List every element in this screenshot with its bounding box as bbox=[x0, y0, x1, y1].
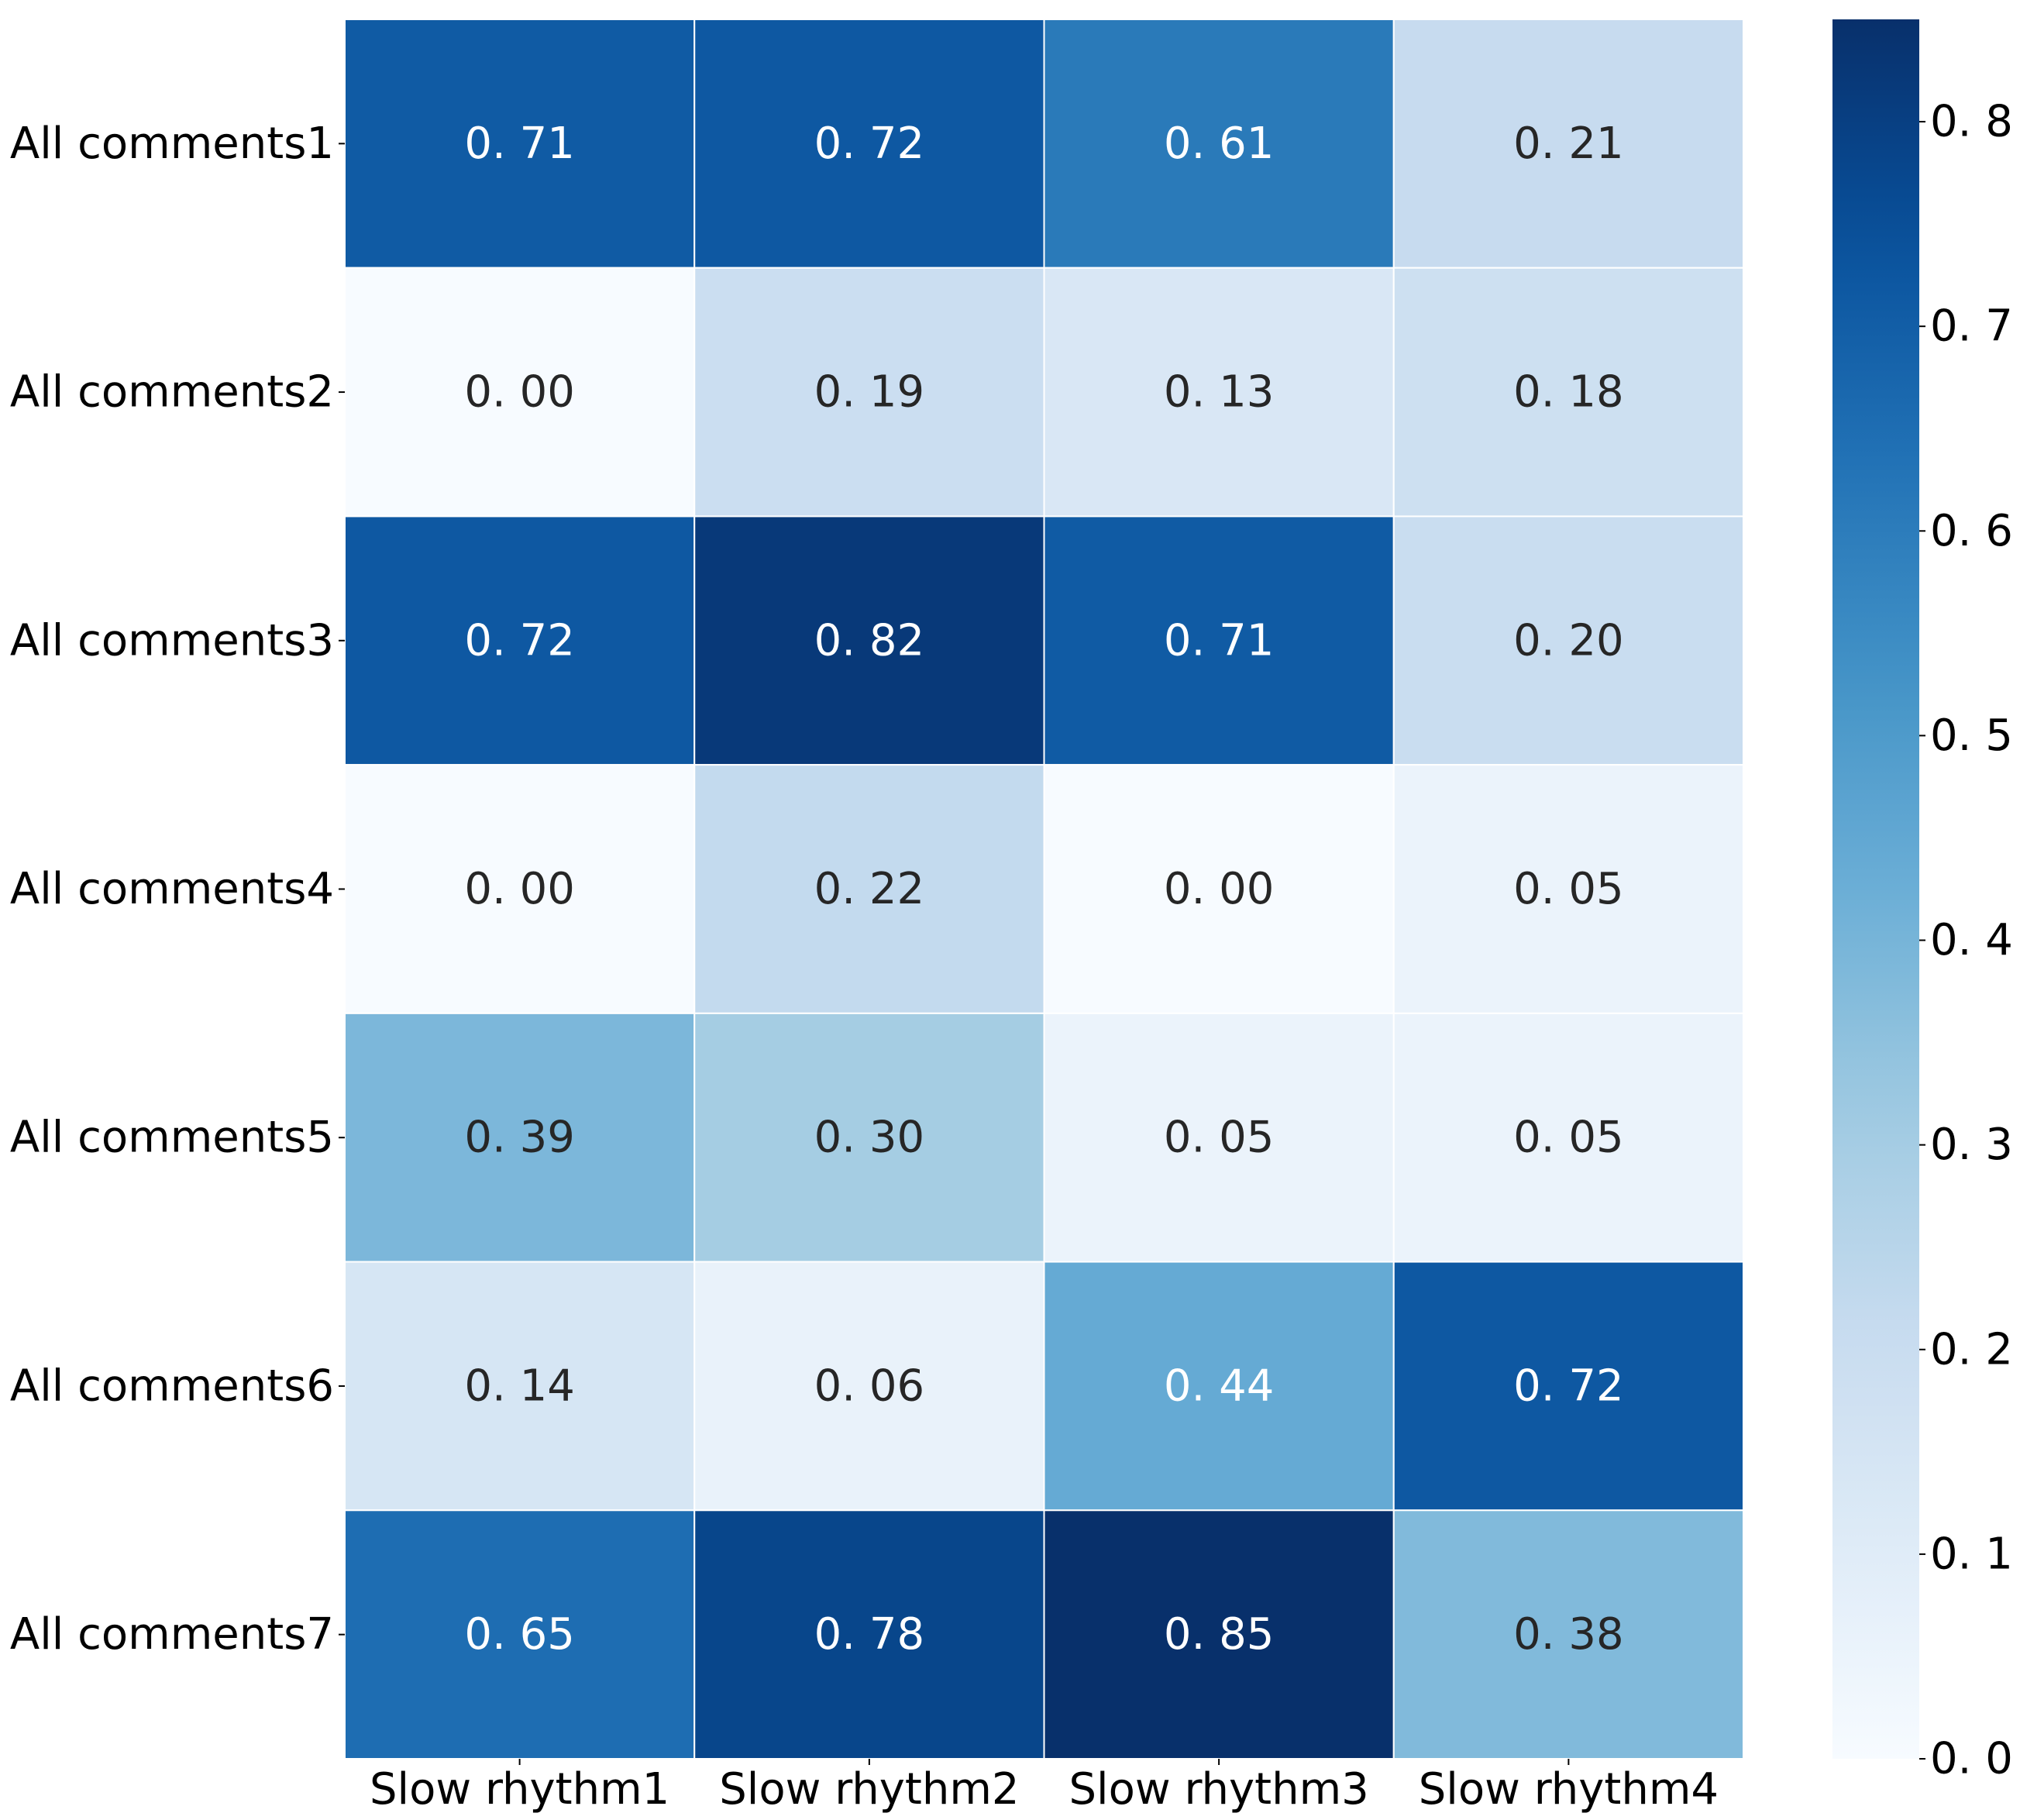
cell-value-label: 0. 00 bbox=[1164, 864, 1275, 914]
heatmap-cell-r4-c4 bbox=[1392, 764, 1744, 1014]
cell-value-label: 0. 78 bbox=[814, 1609, 925, 1660]
colorbar-tick-label: 0. 5 bbox=[1930, 710, 2013, 761]
cell-value-label: 0. 39 bbox=[464, 1113, 575, 1163]
cell-value-label: 0. 71 bbox=[464, 119, 575, 169]
heatmap-cell-r2-c4 bbox=[1392, 267, 1744, 518]
row-label: All comments4 bbox=[10, 864, 334, 914]
heatmap-cell-r3-c4 bbox=[1392, 515, 1744, 766]
heatmap-cell-r2-c3 bbox=[1043, 267, 1395, 518]
colorbar-tick-label: 0. 2 bbox=[1930, 1324, 2013, 1374]
colorbar-tick-label: 0. 7 bbox=[1930, 301, 2013, 352]
cell-value-label: 0. 13 bbox=[1164, 367, 1275, 418]
heatmap-cell-r1-c4 bbox=[1392, 19, 1744, 269]
cell-value-label: 0. 14 bbox=[464, 1361, 575, 1411]
heatmap-cell-r1-c2 bbox=[693, 19, 1045, 269]
cell-value-label: 0. 06 bbox=[814, 1361, 925, 1411]
cell-value-label: 0. 72 bbox=[814, 119, 925, 169]
heatmap-cell-r5-c3 bbox=[1043, 1012, 1395, 1263]
heatmap-cell-r2-c1 bbox=[344, 267, 696, 518]
heatmap-cell-r6-c1 bbox=[344, 1261, 696, 1512]
cell-value-label: 0. 38 bbox=[1513, 1609, 1624, 1660]
cell-value-label: 0. 00 bbox=[464, 864, 575, 914]
row-label: All comments1 bbox=[10, 119, 334, 169]
cell-value-label: 0. 30 bbox=[814, 1113, 925, 1163]
column-label: Slow rhythm1 bbox=[370, 1764, 669, 1815]
cell-value-label: 0. 71 bbox=[1164, 615, 1275, 666]
heatmap-cell-r6-c3 bbox=[1043, 1261, 1395, 1512]
cell-value-label: 0. 72 bbox=[1513, 1361, 1624, 1411]
cell-value-label: 0. 21 bbox=[1513, 119, 1624, 169]
cell-value-label: 0. 61 bbox=[1164, 119, 1275, 169]
cell-value-label: 0. 65 bbox=[464, 1609, 575, 1660]
heatmap-cell-r7-c1 bbox=[344, 1509, 696, 1760]
heatmap-cell-r7-c3 bbox=[1043, 1509, 1395, 1760]
row-label: All comments3 bbox=[10, 615, 334, 666]
colorbar-tick-label: 0. 3 bbox=[1930, 1120, 2013, 1170]
cell-value-label: 0. 72 bbox=[464, 615, 575, 666]
column-label: Slow rhythm2 bbox=[719, 1764, 1019, 1815]
row-labels: All comments1 All comments2 All comments3 A… bbox=[10, 119, 345, 1660]
cell-value-label: 0. 05 bbox=[1513, 1113, 1624, 1163]
cell-value-label: 0. 85 bbox=[1164, 1609, 1275, 1660]
column-label: Slow rhythm4 bbox=[1419, 1764, 1719, 1815]
row-label: All comments6 bbox=[10, 1361, 334, 1411]
colorbar: 0. 0 0. 1 0. 2 0. 3 0. 4 0. 5 0. 6 0. 7 0. 8 bbox=[1832, 19, 2013, 1784]
heatmap-cell-r5-c4 bbox=[1392, 1012, 1744, 1263]
colorbar-tick-label: 0. 4 bbox=[1930, 915, 2013, 965]
colorbar-tick-label: 0. 6 bbox=[1930, 506, 2013, 556]
column-labels: Slow rhythm1 Slow rhythm2 Slow rhythm3 Slow… bbox=[370, 1759, 1719, 1815]
heatmap-cell-r4-c3 bbox=[1043, 764, 1395, 1014]
row-label: All comments2 bbox=[10, 367, 334, 418]
heatmap-cell-r5-c1 bbox=[344, 1012, 696, 1263]
cell-value-label: 0. 05 bbox=[1164, 1113, 1275, 1163]
cell-value-label: 0. 82 bbox=[814, 615, 925, 666]
heatmap-cell-r7-c2 bbox=[693, 1509, 1045, 1760]
cell-value-label: 0. 05 bbox=[1513, 864, 1624, 914]
heatmap-cell-r3-c2 bbox=[693, 515, 1045, 766]
row-label: All comments7 bbox=[10, 1609, 334, 1660]
colorbar-tick-label: 0. 1 bbox=[1930, 1529, 2013, 1579]
heatmap-cell-r5-c2 bbox=[693, 1012, 1045, 1263]
heatmap-cell-r4-c2 bbox=[693, 764, 1045, 1014]
heatmap-cell-r1-c3 bbox=[1043, 19, 1395, 269]
cell-value-label: 0. 44 bbox=[1164, 1361, 1275, 1411]
heatmap-cell-r7-c4 bbox=[1392, 1509, 1744, 1760]
cell-value-label: 0. 18 bbox=[1513, 367, 1624, 418]
colorbar-tick-label: 0. 8 bbox=[1930, 97, 2013, 147]
cell-value-label: 0. 20 bbox=[1513, 615, 1624, 666]
cell-value-label: 0. 19 bbox=[814, 367, 925, 418]
heatmap-cells: 0. 71 0. 72 0. 61 0. 21 0. 00 0. 19 0. 13 0. 18… bbox=[344, 19, 1744, 1760]
heatmap-cell-r4-c1 bbox=[344, 764, 696, 1014]
heatmap-cell-r2-c2 bbox=[693, 267, 1045, 518]
cell-value-label: 0. 00 bbox=[464, 367, 575, 418]
heatmap-cell-r6-c4 bbox=[1392, 1261, 1744, 1512]
heatmap-cell-r1-c1 bbox=[344, 19, 696, 269]
colorbar-tick-label: 0. 0 bbox=[1930, 1734, 2013, 1784]
colorbar-gradient bbox=[1832, 19, 1919, 1759]
row-label: All comments5 bbox=[10, 1113, 334, 1163]
heatmap-cell-r6-c2 bbox=[693, 1261, 1045, 1512]
cell-value-label: 0. 22 bbox=[814, 864, 925, 914]
column-label: Slow rhythm3 bbox=[1069, 1764, 1368, 1815]
